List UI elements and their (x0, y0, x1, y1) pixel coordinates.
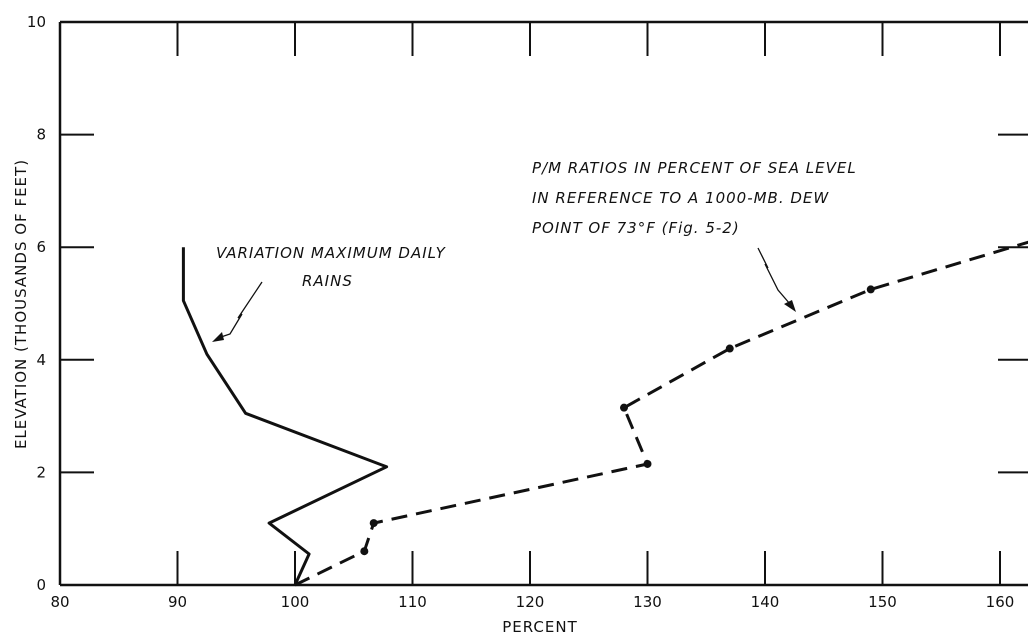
data-point-marker (369, 519, 378, 528)
y-tick-label: 8 (36, 126, 46, 144)
y-tick-label: 6 (36, 238, 46, 256)
x-axis-title: PERCENT (502, 618, 578, 636)
annotation-arrowhead-solid (212, 332, 224, 342)
x-tick-label: 110 (398, 593, 427, 611)
x-tick-label: 90 (168, 593, 187, 611)
axis-ticks: 80 90 100 110 120 130 140 150 160 0 2 4 6 8 10 (27, 13, 1028, 611)
y-tick-label: 4 (36, 351, 46, 369)
annotation-pm-ratios-line2: IN REFERENCE TO A 1000-MB. DEW (532, 189, 829, 207)
data-point-marker (360, 547, 369, 556)
annotation-pm-ratios-line3: POINT OF 73°F (Fig. 5-2) (532, 219, 740, 237)
y-tick-label: 10 (27, 13, 46, 31)
annotation-leader-solid (217, 281, 263, 339)
annotation-leader-dashed (757, 247, 791, 305)
annotation-pm-ratios-line1: P/M RATIOS IN PERCENT OF SEA LEVEL (532, 159, 857, 177)
y-tick-label: 0 (36, 576, 46, 594)
series-line-pm-ratios (294, 240, 1028, 587)
y-axis-title: ELEVATION (THOUSANDS OF FEET) (12, 159, 30, 449)
annotation-max-daily-rains-line2: RAINS (302, 272, 353, 290)
annotations: VARIATION MAXIMUM DAILY RAINS P/M RATIOS I… (212, 159, 857, 342)
x-tick-label: 100 (281, 593, 310, 611)
data-point-marker (725, 344, 734, 353)
series-layer (181, 240, 1028, 587)
x-tick-label: 150 (868, 593, 897, 611)
plot-frame (58, 20, 1028, 587)
data-point-marker (620, 403, 628, 412)
x-tick-label: 120 (516, 593, 545, 611)
series-line-max-daily-rains (181, 247, 389, 586)
data-point-marker (866, 285, 875, 294)
y-tick-label: 2 (36, 463, 46, 481)
x-tick-label: 80 (50, 593, 69, 611)
x-tick-label: 130 (633, 593, 662, 611)
annotation-arrowhead-dashed (784, 300, 796, 312)
x-tick-label: 160 (986, 593, 1015, 611)
annotation-max-daily-rains-line1: VARIATION MAXIMUM DAILY (216, 244, 447, 262)
data-point-marker (643, 459, 652, 468)
x-tick-label: 140 (751, 593, 780, 611)
